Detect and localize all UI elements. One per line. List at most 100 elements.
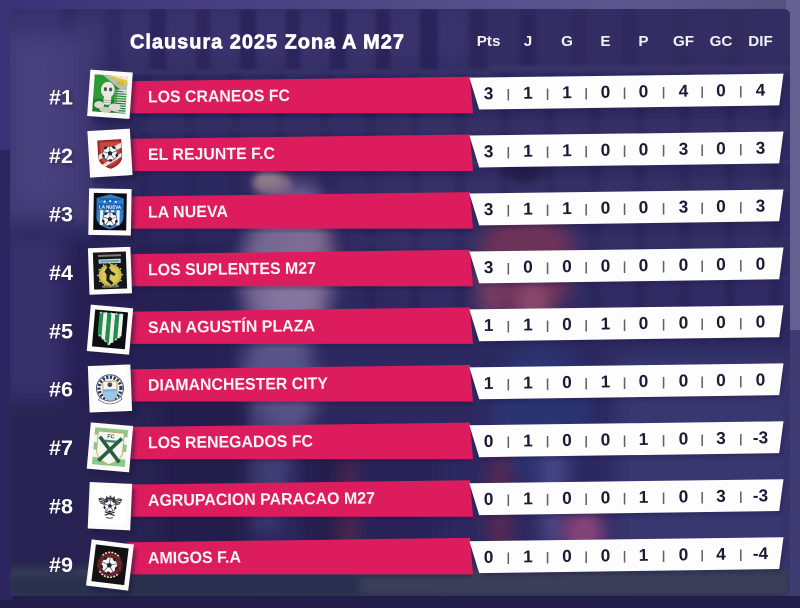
- svg-text:0: 0: [601, 545, 611, 565]
- svg-text:-3: -3: [753, 485, 769, 505]
- svg-text:|: |: [585, 144, 588, 158]
- svg-text:0: 0: [679, 370, 689, 390]
- svg-text:|: |: [701, 143, 704, 157]
- svg-text:0: 0: [716, 138, 726, 158]
- svg-text:3: 3: [484, 141, 494, 161]
- svg-text:|: |: [585, 492, 588, 506]
- svg-text:0: 0: [562, 314, 572, 334]
- svg-text:LA NUEVA: LA NUEVA: [99, 205, 121, 211]
- svg-text:|: |: [546, 434, 549, 448]
- svg-text:#8: #8: [49, 495, 73, 519]
- svg-text:0: 0: [562, 256, 572, 276]
- svg-text:#6: #6: [51, 380, 75, 404]
- svg-text:#2: #2: [49, 144, 73, 168]
- svg-text:|: |: [701, 490, 704, 504]
- svg-text:|: |: [662, 433, 665, 447]
- svg-text:|: |: [585, 376, 588, 390]
- svg-text:|: |: [739, 374, 742, 388]
- svg-text:#4: #4: [49, 261, 73, 285]
- svg-text:|: |: [546, 492, 549, 506]
- svg-text:0: 0: [639, 197, 649, 217]
- svg-text:0: 0: [639, 313, 649, 333]
- svg-text:1: 1: [562, 198, 572, 218]
- svg-text:1: 1: [523, 430, 533, 450]
- svg-text:0: 0: [639, 371, 649, 391]
- svg-text:0: 0: [716, 312, 726, 332]
- svg-text:1: 1: [639, 429, 649, 449]
- svg-text:0: 0: [756, 253, 766, 273]
- svg-text:|: |: [623, 202, 626, 216]
- svg-text:0: 0: [484, 489, 494, 509]
- svg-text:#4: #4: [51, 263, 75, 287]
- svg-text:#9: #9: [51, 555, 75, 579]
- svg-text:1: 1: [639, 545, 649, 565]
- svg-text:|: |: [507, 203, 510, 217]
- svg-text:#1: #1: [49, 85, 73, 109]
- svg-text:|: |: [662, 143, 665, 157]
- svg-text:LA NUEVA: LA NUEVA: [148, 203, 228, 222]
- svg-text:1: 1: [562, 140, 572, 160]
- svg-text:0: 0: [716, 196, 726, 216]
- svg-text:1: 1: [523, 83, 533, 103]
- svg-text:1: 1: [523, 546, 533, 566]
- svg-text:J: J: [524, 33, 532, 50]
- svg-text:0: 0: [601, 429, 611, 449]
- svg-text:AGRUPACION PARACAO M27: AGRUPACION PARACAO M27: [148, 490, 375, 510]
- svg-text:|: |: [546, 202, 549, 216]
- svg-text:#7: #7: [51, 438, 75, 462]
- svg-text:GC: GC: [710, 33, 733, 50]
- svg-text:|: |: [585, 86, 588, 100]
- svg-text:|: |: [701, 432, 704, 446]
- svg-text:|: |: [701, 201, 704, 215]
- svg-text:0: 0: [679, 544, 689, 564]
- svg-text:#1: #1: [51, 87, 75, 111]
- svg-text:0: 0: [601, 255, 611, 275]
- svg-text:1: 1: [601, 313, 611, 333]
- svg-text:1: 1: [523, 141, 533, 161]
- svg-text:0: 0: [523, 256, 533, 276]
- svg-text:Pts: Pts: [477, 33, 501, 50]
- svg-text:|: |: [546, 318, 549, 332]
- svg-text:1: 1: [639, 487, 649, 507]
- svg-text:4: 4: [756, 80, 766, 100]
- svg-text:0: 0: [679, 254, 689, 274]
- svg-text:3: 3: [484, 257, 494, 277]
- svg-text:DIF: DIF: [748, 33, 772, 50]
- svg-text:|: |: [701, 374, 704, 388]
- svg-text:0: 0: [562, 372, 572, 392]
- svg-text:|: |: [623, 491, 626, 505]
- svg-text:|: |: [662, 491, 665, 505]
- svg-text:|: |: [623, 86, 626, 100]
- svg-text:|: |: [662, 317, 665, 331]
- svg-text:P: P: [638, 33, 648, 50]
- svg-text:3: 3: [716, 428, 726, 448]
- svg-text:|: |: [623, 375, 626, 389]
- svg-text:|: |: [585, 202, 588, 216]
- svg-text:1: 1: [523, 372, 533, 392]
- svg-text:1: 1: [523, 488, 533, 508]
- svg-text:3: 3: [716, 486, 726, 506]
- svg-text:0: 0: [716, 370, 726, 390]
- svg-text:|: |: [507, 87, 510, 101]
- svg-text:-4: -4: [753, 543, 769, 563]
- svg-text:#8: #8: [51, 497, 75, 521]
- svg-text:0: 0: [601, 487, 611, 507]
- svg-text:3: 3: [679, 139, 689, 159]
- svg-text:|: |: [739, 84, 742, 98]
- svg-text:|: |: [662, 375, 665, 389]
- svg-text:1: 1: [523, 314, 533, 334]
- svg-text:AMIGOS F.A: AMIGOS F.A: [148, 549, 241, 568]
- svg-text:-3: -3: [753, 427, 769, 447]
- svg-text:0: 0: [639, 139, 649, 159]
- svg-text:|: |: [623, 549, 626, 563]
- svg-text:|: |: [739, 490, 742, 504]
- svg-text:|: |: [739, 200, 742, 214]
- svg-text:|: |: [623, 317, 626, 331]
- svg-text:4: 4: [716, 544, 726, 564]
- svg-text:|: |: [546, 144, 549, 158]
- svg-text:#3: #3: [51, 204, 75, 228]
- svg-text:|: |: [507, 319, 510, 333]
- svg-text:0: 0: [756, 311, 766, 331]
- svg-text:|: |: [739, 316, 742, 330]
- svg-text:LOS RENEGADOS FC: LOS RENEGADOS FC: [148, 433, 313, 453]
